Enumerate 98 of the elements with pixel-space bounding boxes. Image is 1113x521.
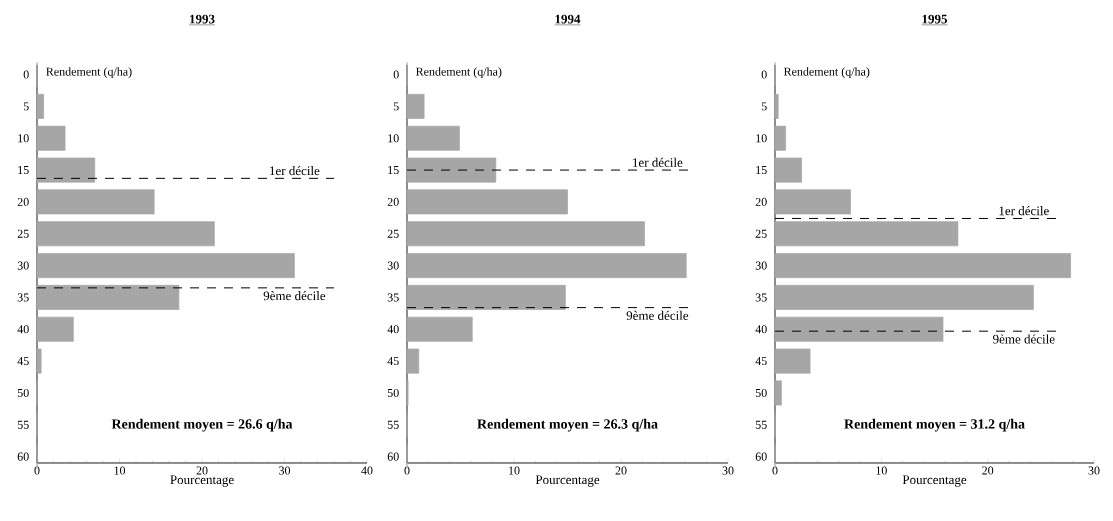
x-tick-label: 0 [772,466,778,475]
y-tick-label: 60 [387,452,399,461]
x-tick-label: 20 [982,466,994,475]
y-tick-label: 45 [387,357,399,366]
y-tick-label: 50 [387,388,399,397]
bar [774,125,786,151]
y-tick-label: 45 [17,357,29,366]
bar [36,189,155,215]
y-tick-label: 35 [17,293,29,302]
bar [36,348,42,374]
bar [774,348,811,374]
y-tick-label: 20 [755,197,767,206]
ref-line-label: 9ème décile [263,291,326,301]
x-tick-label: 20 [196,466,208,475]
y-tick-label: 30 [387,261,399,270]
y-tick-label: 25 [387,229,399,238]
x-axis-title: Pourcentage [170,475,234,487]
bar [774,93,779,119]
x-tick-label: 40 [361,466,373,475]
y-tick-label: 10 [18,134,29,143]
bar [36,221,215,247]
y-tick-label: 35 [387,293,399,302]
bar [406,253,687,279]
bar [406,125,460,151]
ref-line-label: 1er décile [633,157,683,167]
annotation: Rendement moyen = 26.3 q/ha [477,418,658,432]
bar [774,380,782,406]
y-tick-label: 25 [17,229,29,238]
ref-line-label: 9ème décile [993,334,1055,344]
y-tick-label: 5 [761,102,767,111]
ref-line-label: 1er décile [270,165,320,176]
bar [36,157,96,183]
bar [406,316,473,342]
ref-line-label: 1er décile [999,206,1049,216]
y-axis-title: Rendement (q/ha) [783,67,870,79]
bar [406,157,497,183]
x-axis-title: Pourcentage [535,475,600,487]
bar [774,221,959,247]
x-axis-title: Pourcentage [902,475,967,487]
bar [36,125,66,151]
y-tick-label: 55 [755,420,767,429]
x-tick-label: 0 [404,466,410,475]
y-tick-label: 5 [393,102,399,111]
bar [36,93,44,119]
y-tick-label: 0 [23,70,29,79]
y-tick-label: 15 [18,166,29,175]
chart-title: 1993 [190,14,215,24]
bar [406,189,568,215]
x-tick-label: 10 [509,466,520,475]
y-axis-title: Rendement (q/ha) [46,67,132,79]
bar [36,284,180,310]
y-tick-label: 25 [755,229,767,238]
x-tick-label: 30 [279,466,291,475]
bar [774,253,1071,279]
y-tick-label: 40 [387,325,399,334]
y-axis-title: Rendement (q/ha) [415,67,502,79]
y-tick-label: 15 [388,166,399,175]
y-tick-label: 45 [755,357,767,366]
bar [406,221,645,247]
y-tick-label: 15 [756,166,767,175]
y-tick-label: 55 [387,420,399,429]
x-tick-label: 0 [34,466,40,475]
x-tick-label: 20 [615,466,627,475]
bar [406,284,566,310]
x-tick-label: 10 [114,466,126,475]
bar [774,189,851,215]
chart-title: 1995 [922,14,948,24]
chart-title: 1994 [555,14,581,24]
bar [406,348,420,374]
y-tick-label: 10 [388,134,399,143]
y-tick-label: 10 [756,134,767,143]
y-tick-label: 55 [17,420,29,429]
y-tick-label: 60 [755,452,767,461]
y-tick-label: 35 [755,293,767,302]
y-tick-label: 40 [17,325,29,334]
bar [36,316,74,342]
y-tick-label: 50 [17,388,29,397]
y-tick-label: 60 [17,452,29,461]
x-tick-label: 10 [876,466,887,475]
y-tick-label: 50 [755,388,767,397]
y-tick-label: 30 [17,261,29,270]
y-tick-label: 20 [387,197,399,206]
bar [406,93,425,119]
y-tick-label: 30 [755,261,767,270]
y-tick-label: 20 [17,197,29,206]
x-tick-label: 30 [722,466,734,475]
bar [774,284,1034,310]
y-tick-label: 0 [393,70,399,79]
annotation: Rendement moyen = 31.2 q/ha [844,418,1025,432]
y-tick-label: 5 [23,102,29,111]
annotation: Rendement moyen = 26.6 q/ha [111,418,293,432]
bar [774,316,944,342]
bar [774,157,802,183]
y-tick-label: 40 [755,325,767,334]
y-tick-label: 0 [761,70,767,79]
x-tick-label: 30 [1088,466,1100,475]
bar [36,253,295,279]
ref-line-label: 9ème décile [626,310,689,320]
